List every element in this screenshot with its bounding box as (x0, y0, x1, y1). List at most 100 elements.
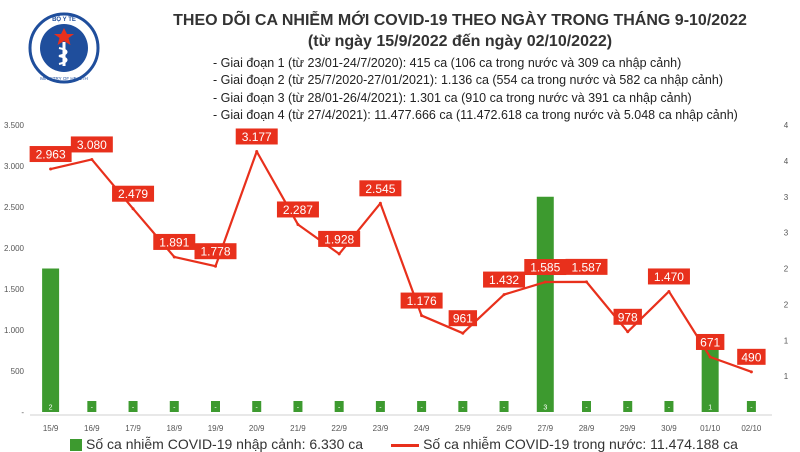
line-data-label: 1.176 (400, 292, 443, 309)
legend-bar-label: Số ca nhiễm COVID-19 nhập cảnh: 6.330 ca (86, 436, 364, 452)
bar-value-label: - (462, 405, 465, 412)
bar-value-label: - (338, 405, 341, 412)
data-label-text: 978 (618, 310, 638, 324)
line-data-label: 1.587 (565, 258, 608, 275)
bar (334, 401, 344, 412)
line-data-label: 2.545 (359, 180, 402, 197)
line-point (255, 149, 259, 153)
line-point (626, 330, 630, 334)
x-tick-label: 24/9 (414, 424, 430, 433)
bar-value-label: 2 (49, 405, 53, 412)
bar-value-label: - (420, 405, 423, 412)
right-tick-label: 2 (784, 265, 789, 274)
line-series: 2.963 3.080 2.479 1.891 1.778 3.177 2.287 1.928… (29, 128, 766, 374)
x-tick-label: 27/9 (537, 424, 553, 433)
bar (623, 401, 633, 412)
line-point (543, 280, 547, 284)
bar (417, 401, 427, 412)
bar (211, 401, 220, 412)
bar (252, 401, 262, 412)
bar (701, 340, 719, 412)
left-tick-label: 1.000 (4, 326, 25, 335)
line-point (461, 331, 465, 335)
line-data-label: 1.891 (153, 233, 196, 250)
left-tick-label: 3.500 (4, 121, 25, 130)
bar (169, 401, 179, 412)
x-tick-label: 20/9 (249, 424, 265, 433)
line-data-label: 1.432 (483, 271, 526, 288)
chart-title: THEO DÕI CA NHIỄM MỚI COVID-19 THEO NGÀY… (140, 10, 780, 52)
data-label-bg (448, 310, 478, 327)
legend-line-label: Số ca nhiễm COVID-19 trong nước: 11.474.… (423, 436, 738, 452)
x-tick-label: 21/9 (290, 424, 306, 433)
line-data-label: 1.585 (524, 259, 567, 276)
line-point (420, 314, 424, 318)
line-data-label: 961 (448, 310, 478, 327)
line-data-label: 3.080 (70, 136, 113, 153)
bar (87, 401, 97, 412)
data-label-text: 2.963 (36, 148, 66, 162)
bar-value-label: - (668, 405, 671, 412)
data-label-bg (194, 243, 237, 260)
data-label-bg (153, 233, 196, 250)
data-label-text: 961 (453, 312, 473, 326)
data-label-text: 1.432 (489, 273, 519, 287)
bar-value-label: - (585, 405, 588, 412)
title-line-1: THEO DÕI CA NHIỄM MỚI COVID-19 THEO NGÀY… (173, 12, 747, 29)
bar-value-label: - (379, 405, 382, 412)
bar (42, 268, 60, 412)
bar (664, 401, 674, 412)
data-label-bg (483, 271, 526, 288)
left-tick-label: 2.500 (4, 203, 25, 212)
bar-value-label: - (627, 405, 630, 412)
line-point (585, 280, 588, 284)
bar (582, 401, 591, 412)
bar (293, 401, 303, 412)
line-data-label: 671 (695, 333, 725, 350)
logo-bottom-text: MINISTRY OF HEALTH (40, 76, 88, 81)
line-data-label: 490 (737, 348, 766, 365)
data-label-text: 1.470 (654, 270, 684, 284)
data-label-text: 1.585 (530, 261, 560, 275)
left-tick-label: - (21, 408, 24, 417)
line-point (172, 255, 176, 259)
left-tick-label: 2.000 (4, 244, 25, 253)
bar (458, 401, 468, 412)
line-point (49, 167, 53, 171)
x-tick-label: 02/10 (741, 424, 762, 433)
right-tick-label: 1 (784, 372, 789, 381)
data-label-bg (235, 128, 278, 145)
bar (128, 401, 138, 412)
note-period-2: - Giai đoạn 2 (từ 25/7/2020-27/01/2021):… (213, 73, 723, 88)
x-tick-label: 19/9 (208, 424, 224, 433)
data-label-text: 3.177 (242, 130, 272, 144)
data-label-text: 1.587 (571, 260, 601, 274)
data-label-bg (524, 259, 567, 276)
data-label-text: 1.176 (407, 294, 437, 308)
line-point (90, 157, 94, 161)
x-tick-label: 25/9 (455, 424, 471, 433)
left-tick-label: 3.000 (4, 162, 25, 171)
x-tick-label: 15/9 (43, 424, 59, 433)
line-point (749, 370, 753, 374)
note-period-3: - Giai đoạn 3 (từ 28/01-26/4/2021): 1.30… (213, 90, 692, 105)
right-tick-label: 3 (784, 193, 789, 202)
left-tick-label: 1.500 (4, 285, 25, 294)
x-tick-label: 17/9 (125, 424, 141, 433)
line-point (667, 289, 671, 293)
bar-value-label: - (256, 405, 259, 412)
right-tick-label: 1 (784, 336, 789, 345)
data-label-bg (647, 268, 690, 285)
logo-top-text: BỘ Y TẾ (52, 15, 76, 23)
bar (746, 401, 756, 412)
line-data-label: 1.778 (194, 243, 237, 260)
line-data-label: 1.928 (318, 230, 361, 247)
data-label-text: 1.928 (324, 232, 354, 246)
right-tick-label: 4 (784, 121, 789, 130)
line-data-label: 2.479 (112, 185, 155, 202)
period-notes: - Giai đoạn 1 (từ 23/01-24/7/2020): 415 … (213, 55, 773, 124)
right-tick-label: 3 (784, 229, 789, 238)
right-tick-label: 4 (784, 157, 789, 166)
data-label-text: 3.080 (77, 138, 107, 152)
